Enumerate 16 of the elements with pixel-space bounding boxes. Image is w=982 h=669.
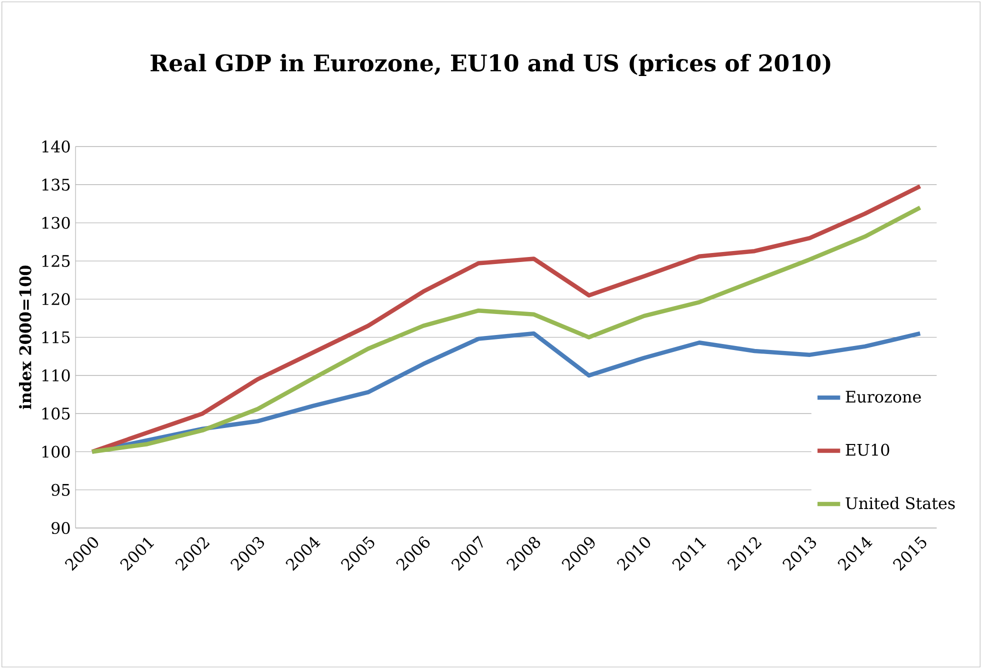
y-tick-label: 140 [42,140,70,153]
chart-title: Real GDP in Eurozone, EU10 and US (prices of 2010) [150,54,830,76]
y-tick-label: 115 [42,331,70,344]
y-tick-label: 125 [42,255,70,268]
y-tick-label: 90 [52,522,70,534]
y-tick-label: 100 [42,446,70,458]
y-tick-label: 120 [42,293,70,306]
legend-label: EU10 [846,444,890,456]
legend-label: Eurozone [846,390,921,403]
y-tick-label: 135 [42,178,70,191]
y-tick-label: 130 [42,216,70,229]
y-tick-label: 95 [52,484,70,496]
y-tick-label: 105 [42,408,70,420]
legend-label: United States [846,496,955,510]
y-axis-title: index 2000=100 [19,266,32,410]
y-tick-label: 110 [42,369,70,382]
